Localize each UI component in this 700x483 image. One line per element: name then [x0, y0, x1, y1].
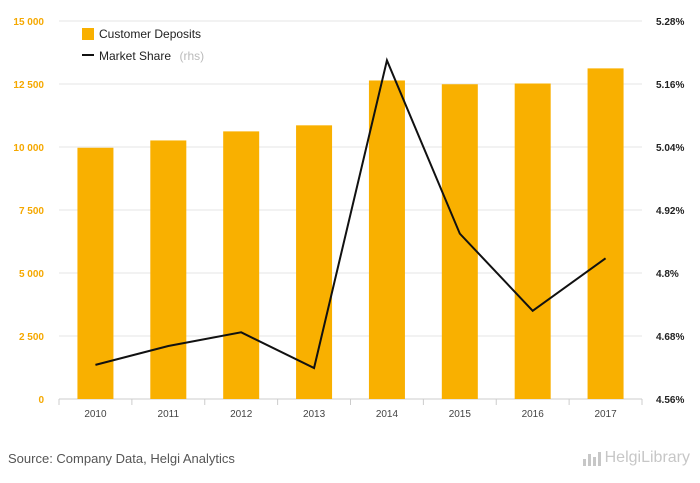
y-right-tick-label: 4.92%: [656, 206, 684, 217]
y-left-tick-label: 2 500: [19, 332, 44, 343]
y-left-tick-label: 0: [38, 395, 44, 406]
x-tick-label: 2014: [376, 409, 399, 420]
logo-text: HelgiLibrary: [604, 449, 690, 466]
legend-swatch-deposits: [82, 28, 94, 40]
chart: 2010 2011 2012 2013 2014 2015 2016 2017 0 2 500 5…: [13, 17, 684, 420]
y-right-tick-label: 5.04%: [656, 143, 684, 154]
bar-2013: [296, 125, 333, 399]
bar-series: [77, 68, 624, 400]
legend-label-market-share-suffix: (rhs): [179, 49, 204, 63]
x-axis: 2010 2011 2012 2013 2014 2015 2016 2017: [58, 399, 643, 420]
y-right-tick-label: 4.56%: [656, 395, 684, 406]
legend: Customer Deposits Market Share (rhs): [82, 27, 204, 64]
x-tick-label: 2011: [158, 409, 180, 420]
logo-mark-icon: [582, 450, 601, 466]
bar-2012: [223, 131, 260, 399]
x-tick-label: 2012: [230, 409, 253, 420]
y-left-tick-label: 10 000: [13, 143, 44, 154]
y-axis-left: 0 2 500 5 000 7 500 10 000 12 500 15 000: [13, 17, 44, 406]
y-right-tick-label: 4.8%: [656, 269, 679, 280]
x-tick-label: 2017: [594, 409, 617, 420]
legend-label-market-share: Market Share (rhs): [99, 47, 204, 64]
bar-2010: [77, 147, 114, 399]
y-left-tick-label: 5 000: [19, 269, 44, 280]
x-tick-label: 2013: [303, 409, 326, 420]
x-tick-label: 2010: [84, 409, 107, 420]
x-tick-label: 2015: [449, 409, 472, 420]
legend-label-deposits: Customer Deposits: [99, 27, 201, 41]
y-right-tick-label: 5.28%: [656, 17, 684, 28]
source-note: Source: Company Data, Helgi Analytics: [8, 451, 235, 466]
y-right-tick-label: 5.16%: [656, 80, 684, 91]
y-left-tick-label: 12 500: [13, 80, 44, 91]
bar-2011: [150, 140, 187, 399]
bar-2017: [587, 68, 624, 399]
x-tick-label: 2016: [522, 409, 545, 420]
y-right-tick-label: 4.68%: [656, 332, 684, 343]
y-axis-right: 4.56% 4.68% 4.8% 4.92% 5.04% 5.16% 5.28%: [656, 17, 684, 406]
bar-2016: [514, 83, 551, 399]
bar-2014: [368, 80, 405, 400]
y-left-tick-label: 15 000: [13, 17, 44, 28]
market-share-line: [95, 57, 607, 370]
line-series: [95, 57, 607, 370]
legend-label-market-share-name: Market Share: [99, 49, 171, 63]
bar-2015: [441, 84, 478, 399]
y-left-tick-label: 7 500: [19, 206, 44, 217]
helgi-library-logo: HelgiLibrary: [582, 449, 690, 467]
